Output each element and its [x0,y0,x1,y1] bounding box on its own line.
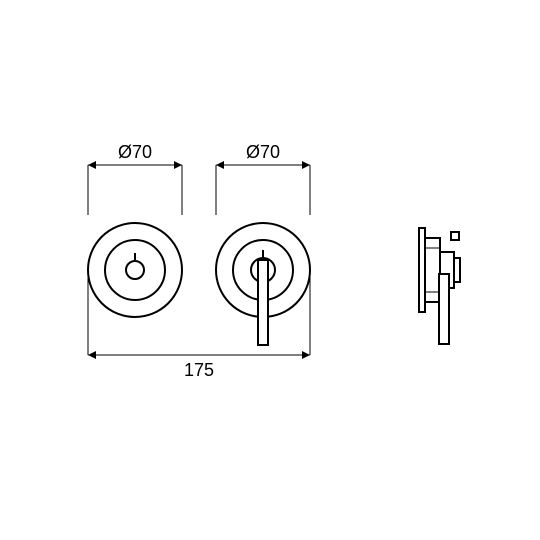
lever-handle [258,260,268,345]
dim-label-width: 175 [184,360,214,380]
escutcheon-outer [88,223,182,317]
knob-left [126,261,144,279]
dim-label-diameter-left: Ø70 [118,142,152,162]
dim-label-diameter-right: Ø70 [246,142,280,162]
side-lever [439,274,449,344]
side-cap [454,258,460,282]
technical-drawing: Ø70 Ø70 175 [0,0,540,540]
escutcheon-inner [105,240,165,300]
side-pin [451,232,459,240]
